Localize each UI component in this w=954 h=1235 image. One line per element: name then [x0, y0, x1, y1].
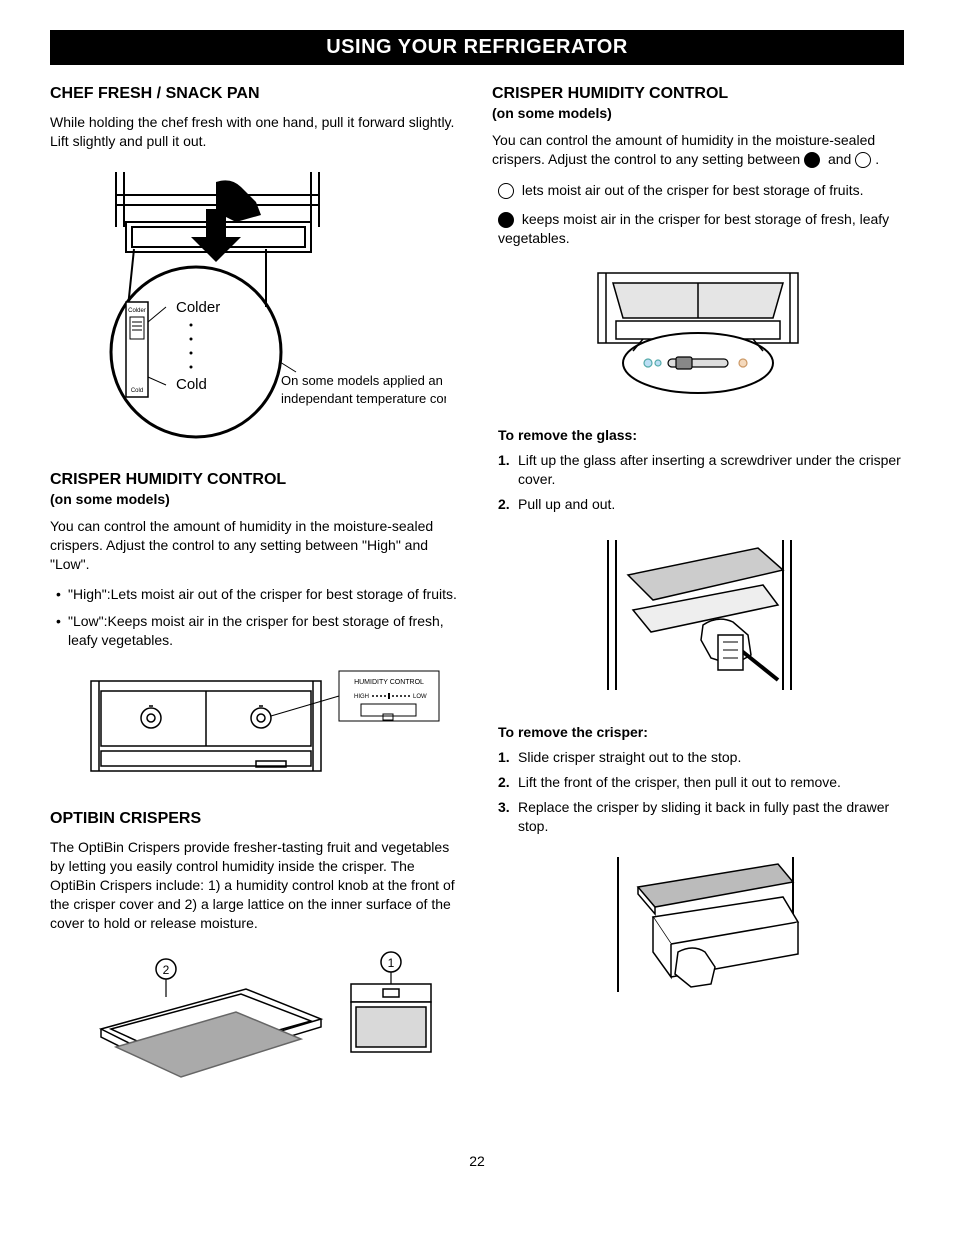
remove-crisper-figure: [492, 852, 904, 1002]
chef-fresh-section: CHEF FRESH / SNACK PAN While holding the…: [50, 85, 462, 447]
crisper-left-figure: HUMIDITY CONTROL HIGH LOW: [50, 666, 462, 786]
page-number: 22: [50, 1153, 904, 1169]
remove-glass-figure: [492, 530, 904, 700]
remove-crisper-steps: 1.Slide crisper straight out to the stop…: [492, 748, 904, 836]
crisper-right-intro-tail: and: [828, 151, 851, 167]
remove-crisper-title: To remove the crisper:: [492, 724, 904, 740]
remove-crisper-step-2-text: Lift the front of the crisper, then pull…: [518, 774, 841, 790]
crisper-left-bullets: "High":Lets moist air out of the crisper…: [50, 585, 462, 650]
crisper-right-b1: lets moist air out of the crisper for be…: [492, 181, 904, 200]
high-tick-label: HIGH: [354, 694, 369, 700]
remove-crisper-step-2: 2.Lift the front of the crisper, then pu…: [498, 773, 904, 792]
remove-glass-section: To remove the glass: 1.Lift up the glass…: [492, 427, 904, 700]
crisper-left-intro: You can control the amount of humidity i…: [50, 517, 462, 574]
colder-label: Colder: [176, 299, 220, 316]
fig-caption-1: On some models applied an: [281, 373, 443, 388]
page-banner: USING YOUR REFRIGERATOR: [50, 30, 904, 65]
slider-bot-label: Cold: [131, 388, 143, 394]
crisper-bullet-low: "Low":Keeps moist air in the crisper for…: [56, 612, 462, 650]
optibin-section: OPTIBIN CRISPERS The OptiBin Crispers pr…: [50, 810, 462, 1098]
low-tick-label: LOW: [413, 694, 427, 700]
chef-fresh-figure: Colder Cold Colder Cold: [50, 167, 462, 447]
crisper-right-b2-text: keeps moist air in the crisper for best …: [498, 211, 889, 246]
optibin-title: OPTIBIN CRISPERS: [50, 810, 462, 828]
optibin-body: The OptiBin Crispers provide fresher-tas…: [50, 838, 462, 932]
remove-crisper-step-1-text: Slide crisper straight out to the stop.: [518, 749, 741, 765]
crisper-left-sub: (on some models): [50, 491, 462, 507]
low-text: Keeps moist air in the crisper for best …: [68, 613, 444, 648]
right-column: CRISPER HUMIDITY CONTROL (on some models…: [492, 85, 904, 1123]
callout-2: 2: [163, 963, 170, 977]
crisper-right-intro: You can control the amount of humidity i…: [492, 131, 904, 169]
remove-glass-step-2: 2.Pull up and out.: [498, 495, 904, 514]
fruit-icon: [855, 152, 871, 168]
humidity-control-label: HUMIDITY CONTROL: [354, 679, 424, 686]
remove-glass-step-1: 1.Lift up the glass after inserting a sc…: [498, 451, 904, 489]
crisper-bullet-high: "High":Lets moist air out of the crisper…: [56, 585, 462, 604]
high-text: Lets moist air out of the crisper for be…: [111, 586, 457, 602]
crisper-left-title: CRISPER HUMIDITY CONTROL: [50, 471, 462, 489]
crisper-right-figure: [492, 263, 904, 403]
remove-glass-steps: 1.Lift up the glass after inserting a sc…: [492, 451, 904, 514]
remove-glass-title: To remove the glass:: [492, 427, 904, 443]
vegetable-icon: [804, 152, 820, 168]
optibin-figure: 2 1: [50, 949, 462, 1099]
callout-1: 1: [388, 956, 395, 970]
fruit-icon: [498, 183, 514, 199]
high-label: "High":: [68, 586, 111, 602]
remove-crisper-section: To remove the crisper: 1.Slide crisper s…: [492, 724, 904, 1002]
fig-caption-2: independant temperature control.: [281, 391, 446, 406]
remove-crisper-step-3: 3.Replace the crisper by sliding it back…: [498, 798, 904, 836]
cold-label: Cold: [176, 376, 207, 393]
crisper-right-b2: keeps moist air in the crisper for best …: [492, 210, 904, 248]
crisper-right-title: CRISPER HUMIDITY CONTROL: [492, 85, 904, 103]
crisper-right-section: CRISPER HUMIDITY CONTROL (on some models…: [492, 85, 904, 403]
chef-fresh-body: While holding the chef fresh with one ha…: [50, 113, 462, 151]
vegetable-icon: [498, 212, 514, 228]
remove-crisper-step-3-text: Replace the crisper by sliding it back i…: [518, 799, 889, 834]
slider-top-label: Colder: [128, 308, 146, 314]
crisper-right-b1-text: lets moist air out of the crisper for be…: [522, 182, 864, 198]
remove-crisper-step-1: 1.Slide crisper straight out to the stop…: [498, 748, 904, 767]
remove-glass-step-2-text: Pull up and out.: [518, 496, 615, 512]
left-column: CHEF FRESH / SNACK PAN While holding the…: [50, 85, 462, 1123]
chef-fresh-title: CHEF FRESH / SNACK PAN: [50, 85, 462, 103]
remove-glass-step-1-text: Lift up the glass after inserting a scre…: [518, 452, 901, 487]
two-column-layout: CHEF FRESH / SNACK PAN While holding the…: [50, 85, 904, 1123]
low-label: "Low":: [68, 613, 108, 629]
crisper-right-sub: (on some models): [492, 105, 904, 121]
crisper-left-section: CRISPER HUMIDITY CONTROL (on some models…: [50, 471, 462, 786]
